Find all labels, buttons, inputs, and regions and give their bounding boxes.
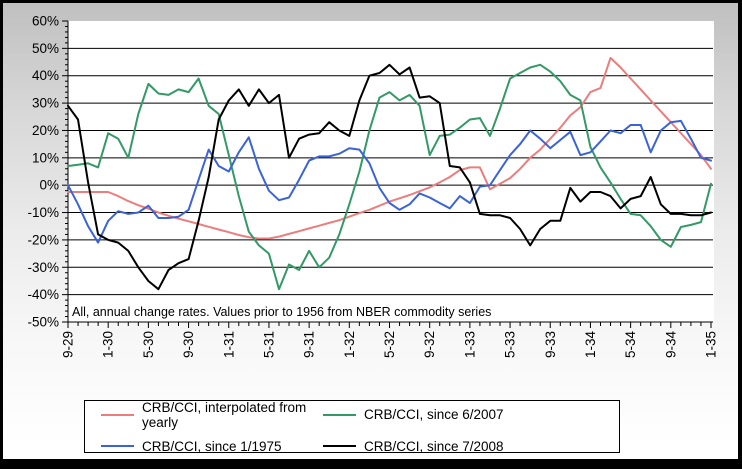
series-line-3 [67, 63, 712, 291]
series-line-1 [67, 63, 712, 291]
y-axis-label: -10% [27, 205, 59, 220]
y-axis-label: 30% [32, 96, 59, 111]
y-axis-label: -50% [27, 315, 59, 330]
x-axis-label: 9-32 [422, 331, 437, 358]
window-border-bottom [0, 459, 742, 469]
window-border-right [738, 0, 742, 469]
legend-line-sample-blue [101, 445, 134, 447]
x-axis-label: 1-30 [101, 331, 116, 358]
legend-item-since-1975: CRB/CCI, since 1/1975 [101, 439, 323, 454]
window-border-top [0, 0, 742, 3]
series-line-2 [67, 119, 712, 244]
x-axis-label: 9-31 [302, 331, 317, 358]
y-axis-label: 20% [32, 123, 59, 138]
legend-item-since-2008: CRB/CCI, since 7/2008 [323, 439, 619, 454]
y-axis-label: -40% [27, 287, 59, 302]
y-axis-label: 60% [32, 14, 59, 29]
x-axis-label: 1-35 [704, 331, 719, 358]
window-border-left [0, 0, 3, 469]
y-axis-label: -30% [27, 260, 59, 275]
chart-legend: CRB/CCI, interpolated from yearly CRB/CC… [84, 400, 620, 454]
legend-item-interpolated: CRB/CCI, interpolated from yearly [101, 400, 323, 430]
x-axis-label: 5-31 [261, 331, 276, 358]
legend-item-since-2007: CRB/CCI, since 6/2007 [323, 400, 619, 430]
x-axis-label: 5-34 [623, 331, 638, 359]
x-axis-label: 9-33 [543, 331, 558, 358]
legend-label: CRB/CCI, since 6/2007 [364, 407, 504, 422]
x-axis-label: 9-29 [61, 331, 76, 358]
legend-line-sample-red [101, 413, 134, 416]
x-axis-label: 9-34 [663, 331, 678, 359]
chart-annotation: All, annual change rates. Values prior t… [72, 305, 492, 319]
x-axis-label: 5-30 [141, 331, 156, 358]
x-axis-label: 1-32 [342, 331, 357, 358]
legend-line-sample-green [323, 413, 356, 416]
x-axis-label: 1-31 [221, 331, 236, 358]
legend-label: CRB/CCI, since 7/2008 [364, 438, 504, 454]
y-axis-label: 50% [32, 41, 59, 56]
legend-label: CRB/CCI, since 1/1975 [142, 438, 282, 454]
y-axis-label: 10% [32, 150, 59, 165]
y-axis-label: -20% [27, 232, 59, 247]
x-axis-label: 1-33 [462, 331, 477, 358]
legend-line-sample-black [323, 445, 356, 447]
x-axis-label: 1-34 [583, 331, 598, 359]
x-axis-label: 9-30 [181, 331, 196, 358]
x-axis-label: 5-33 [503, 331, 518, 358]
x-axis-label: 5-32 [382, 331, 397, 358]
y-axis-label: 40% [32, 68, 59, 83]
y-axis-label: 0% [39, 178, 59, 193]
legend-label: CRB/CCI, interpolated from yearly [142, 399, 307, 430]
